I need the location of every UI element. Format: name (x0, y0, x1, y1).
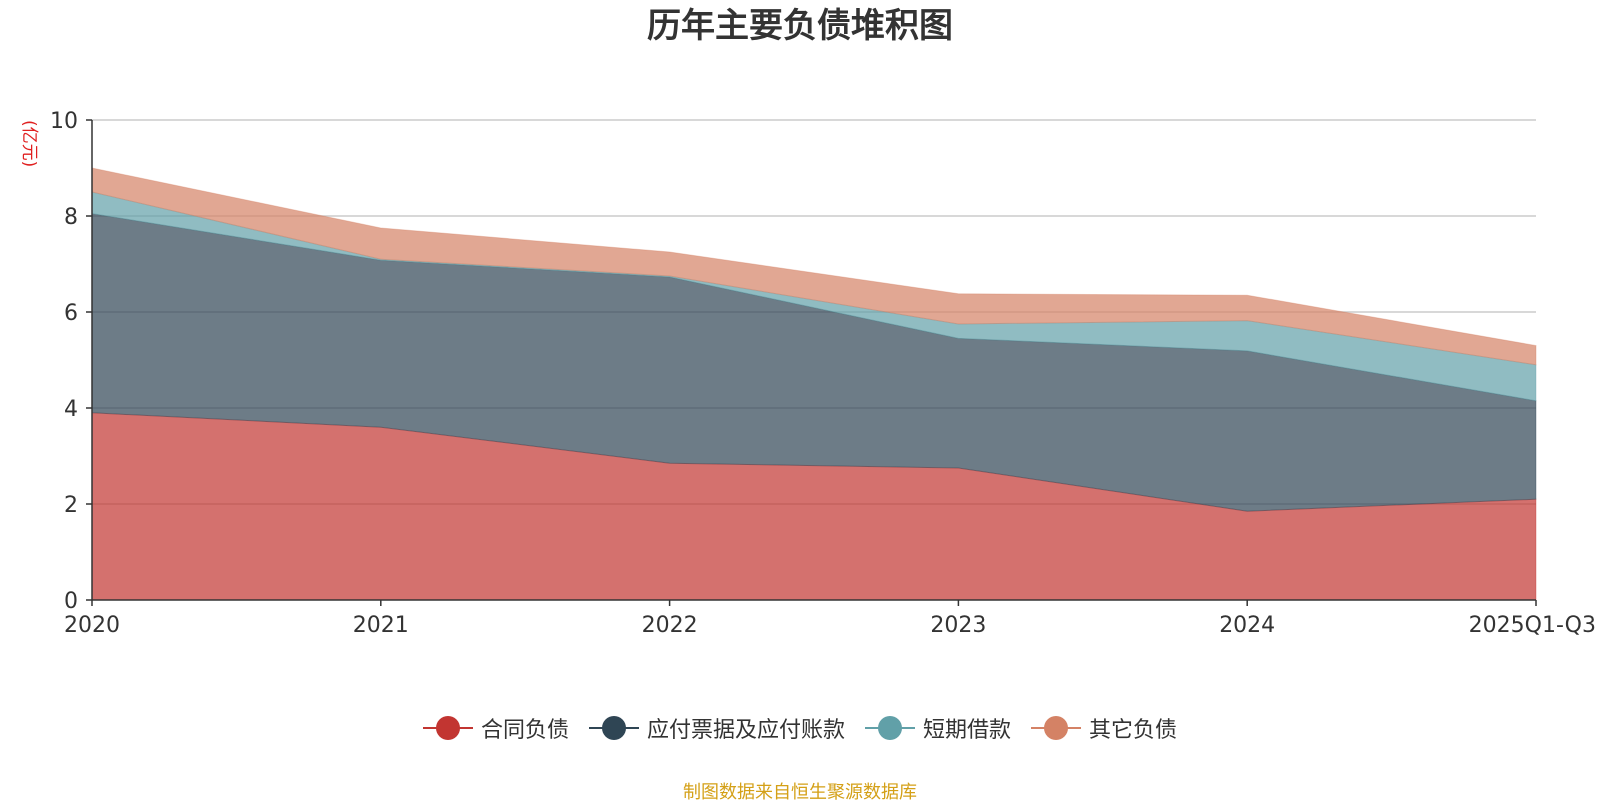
legend-item-3[interactable]: 其它负债 (1031, 712, 1177, 744)
x-tick-label: 2025Q1-Q3 (1469, 613, 1596, 638)
x-tick-label: 2020 (64, 613, 120, 638)
legend: 合同负债 应付票据及应付账款 短期借款 其它负债 (0, 712, 1600, 744)
x-tick-label: 2021 (353, 613, 409, 638)
legend-swatch-icon (865, 716, 915, 740)
legend-label: 短期借款 (923, 718, 1012, 743)
x-tick-label: 2023 (930, 613, 986, 638)
source-note: 制图数据来自恒生聚源数据库 (683, 782, 917, 803)
y-tick-label: 2 (64, 493, 78, 518)
y-tick-label: 0 (64, 589, 78, 614)
y-tick-label: 8 (64, 205, 78, 230)
y-tick-label: 10 (50, 109, 78, 134)
y-tick-label: 6 (64, 301, 78, 326)
axes: 0 2 4 6 8 10 2020 2021 2022 2023 2024 2025Q1-Q3 (50, 109, 1596, 638)
chart-title: 历年主要负债堆积图 (647, 6, 953, 46)
y-tick-label: 4 (64, 397, 78, 422)
area-series-3 (91, 167, 1537, 366)
legend-label: 应付票据及应付账款 (646, 718, 845, 743)
x-tick-label: 2022 (642, 613, 698, 638)
legend-label: 其它负债 (1089, 718, 1178, 743)
legend-item-2[interactable]: 短期借款 (865, 712, 1011, 744)
legend-label: 合同负债 (480, 718, 569, 743)
area-series (91, 167, 1537, 601)
legend-swatch-icon (1031, 716, 1082, 740)
legend-swatch-icon (422, 716, 473, 740)
x-tick-label: 2024 (1219, 613, 1275, 638)
legend-item-0[interactable]: 合同负债 (422, 712, 569, 744)
legend-item-1[interactable]: 应付票据及应付账款 (588, 712, 845, 744)
legend-swatch-icon (588, 716, 639, 740)
